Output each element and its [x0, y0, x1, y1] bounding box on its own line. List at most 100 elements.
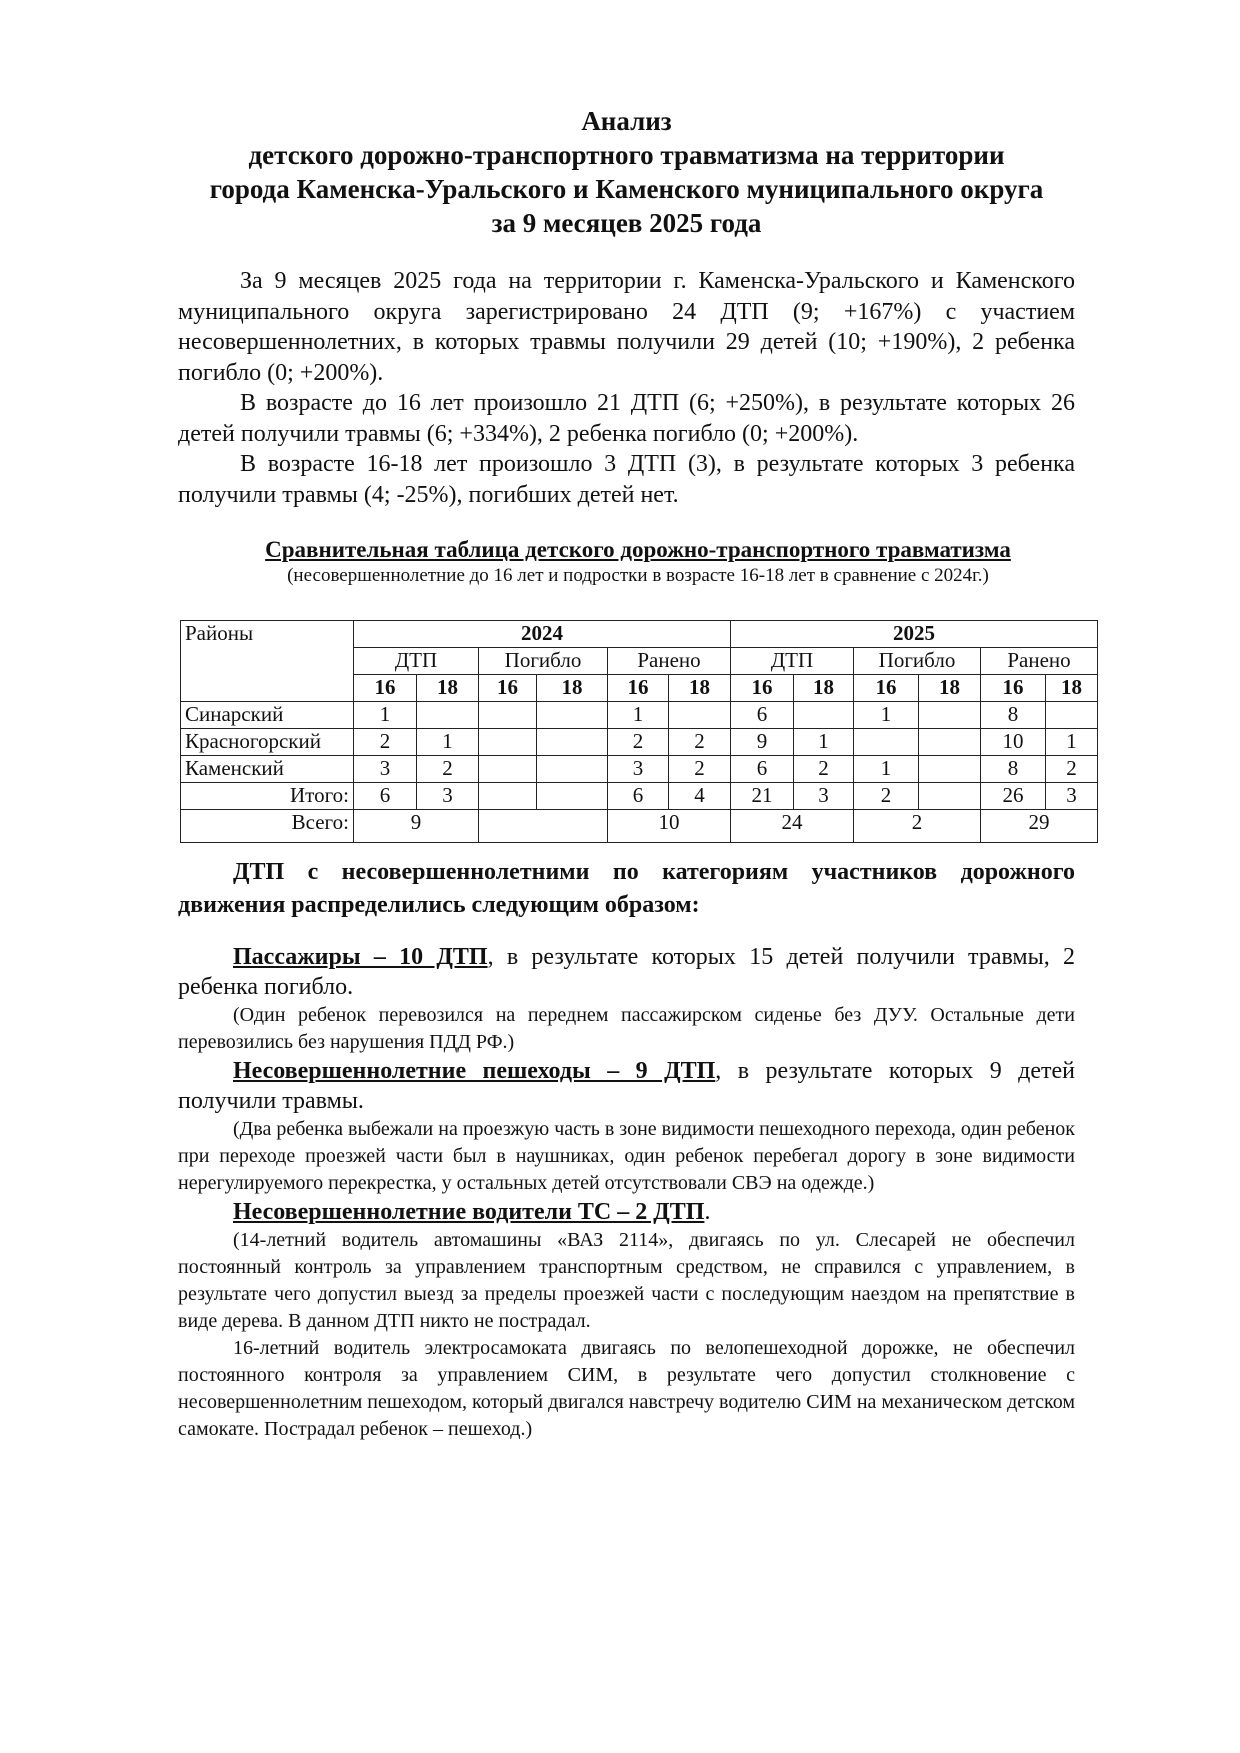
- drivers-label: Несовершеннолетние водители ТС – 2 ДТП: [233, 1199, 705, 1225]
- header-group: Погибло: [853, 647, 981, 675]
- table-cell: [918, 728, 981, 756]
- drivers-text: .: [704, 1199, 711, 1225]
- drivers-note: 16-летний водитель электросамоката двига…: [178, 1337, 1075, 1440]
- table-cell: [536, 782, 608, 810]
- table-cell: [853, 728, 919, 756]
- table-cell: 6: [730, 701, 794, 729]
- intro-section: За 9 месяцев 2025 года на территории г. …: [178, 266, 1075, 510]
- title-line: детского дорожно-транспортного травматиз…: [248, 140, 1005, 170]
- table-cell: [918, 782, 981, 810]
- table-cell: [478, 782, 537, 810]
- header-group: Ранено: [980, 647, 1098, 675]
- table-cell: 9: [730, 728, 794, 756]
- header-group: ДТП: [730, 647, 854, 675]
- table-cell: 1: [607, 701, 669, 729]
- header-age: 18: [416, 674, 479, 702]
- header-year: 2025: [730, 620, 1098, 648]
- table-cell: 8: [980, 755, 1046, 783]
- categories-heading: ДТП с несовершеннолетними по категориям …: [178, 859, 1075, 918]
- header-group: Погибло: [478, 647, 608, 675]
- table-cell: [478, 728, 537, 756]
- header-age: 16: [607, 674, 669, 702]
- header-age: 16: [853, 674, 919, 702]
- pedestrians-paragraph: Несовершеннолетние пешеходы – 9 ДТП, в р…: [178, 1056, 1075, 1116]
- table-cell: [918, 701, 981, 729]
- header-age: 16: [478, 674, 537, 702]
- table-cell: [536, 755, 608, 783]
- passengers-label: Пассажиры – 10 ДТП: [233, 944, 488, 970]
- passengers-note: (Один ребенок перевозился на переднем па…: [178, 1004, 1075, 1053]
- table-cell: 2: [668, 728, 731, 756]
- table-cell: 2: [416, 755, 479, 783]
- total-row: Всего: 9 10 24 2 29: [180, 809, 1098, 843]
- row-label: Каменский: [180, 755, 354, 783]
- table-cell: 1: [353, 701, 417, 729]
- table-cell: 3: [353, 755, 417, 783]
- table-cell: 3: [1045, 782, 1098, 810]
- table-cell: [478, 755, 537, 783]
- table-cell: [536, 701, 608, 729]
- header-age: 16: [980, 674, 1046, 702]
- row-label: Красногорский: [180, 728, 354, 756]
- table-cell: 1: [793, 728, 854, 756]
- table-cell: [478, 701, 537, 729]
- row-label: Итого:: [180, 782, 354, 810]
- header-group: ДТП: [353, 647, 479, 675]
- header-district: Районы: [180, 620, 354, 702]
- total-cell: 10: [607, 809, 731, 843]
- table-cell: [416, 701, 479, 729]
- table-cell: [668, 701, 731, 729]
- table-cell: 3: [607, 755, 669, 783]
- row-label: Синарский: [180, 701, 354, 729]
- table-row: Каменский 3 2 3 2 6 2 1 8 2: [180, 755, 1098, 783]
- table-cell: 2: [353, 728, 417, 756]
- table-cell: 4: [668, 782, 731, 810]
- table-row: Синарский 1 1 6 1 8: [180, 701, 1098, 729]
- header-age: 18: [918, 674, 981, 702]
- title-line: города Каменска-Уральского и Каменского …: [209, 174, 1044, 204]
- table-cell: 2: [607, 728, 669, 756]
- total-cell: 29: [980, 809, 1098, 843]
- table-cell: [1045, 701, 1098, 729]
- table-title: Сравнительная таблица детского дорожно-т…: [265, 537, 1011, 562]
- table-row: Красногорский 2 1 2 2 9 1 10 1: [180, 728, 1098, 756]
- table-cell: 3: [793, 782, 854, 810]
- table-cell: 21: [730, 782, 794, 810]
- table-cell: 8: [980, 701, 1046, 729]
- table-cell: 1: [853, 701, 919, 729]
- passengers-text: , в результате которых 15 детей получили…: [178, 944, 1075, 1000]
- table-cell: 26: [980, 782, 1046, 810]
- header-age: 18: [536, 674, 608, 702]
- table-row: Итого: 6 3 6 4 21 3 2 26 3: [180, 782, 1098, 810]
- table-cell: [536, 728, 608, 756]
- document-title: Анализ детского дорожно-транспортного тр…: [178, 104, 1075, 240]
- header-group: Ранено: [607, 647, 731, 675]
- table-cell: 6: [730, 755, 794, 783]
- total-cell: 9: [353, 809, 479, 843]
- table-cell: 2: [1045, 755, 1098, 783]
- header-year: 2024: [353, 620, 731, 648]
- table-cell: 10: [980, 728, 1046, 756]
- categories-body: Пассажиры – 10 ДТП, в результате которых…: [178, 942, 1075, 1443]
- comparison-table: Районы 2024 2025 ДТП Погибло Ранено ДТП Поги…: [180, 620, 1098, 843]
- title-line: за 9 месяцев 2025 года: [491, 208, 762, 238]
- drivers-paragraph: Несовершеннолетние водители ТС – 2 ДТП.: [178, 1197, 1075, 1227]
- title-line: Анализ: [581, 106, 672, 136]
- total-cell: [478, 809, 608, 843]
- passengers-paragraph: Пассажиры – 10 ДТП, в результате которых…: [178, 942, 1075, 1002]
- table-cell: 2: [853, 782, 919, 810]
- categories-heading-block: ДТП с несовершеннолетними по категориям …: [178, 856, 1075, 922]
- table-cell: [918, 755, 981, 783]
- table-cell: 2: [793, 755, 854, 783]
- intro-paragraph: В возрасте 16-18 лет произошло 3 ДТП (3)…: [178, 451, 1075, 508]
- total-cell: 24: [730, 809, 854, 843]
- total-cell: 2: [853, 809, 981, 843]
- row-label: Всего:: [180, 809, 354, 843]
- header-age: 18: [1045, 674, 1098, 702]
- pedestrians-label: Несовершеннолетние пешеходы – 9 ДТП: [233, 1058, 716, 1084]
- table-cell: 1: [853, 755, 919, 783]
- intro-paragraph: За 9 месяцев 2025 года на территории г. …: [178, 268, 1075, 386]
- header-age: 16: [730, 674, 794, 702]
- pedestrians-note: (Два ребенка выбежали на проезжую часть …: [178, 1118, 1076, 1194]
- table-cell: 3: [416, 782, 479, 810]
